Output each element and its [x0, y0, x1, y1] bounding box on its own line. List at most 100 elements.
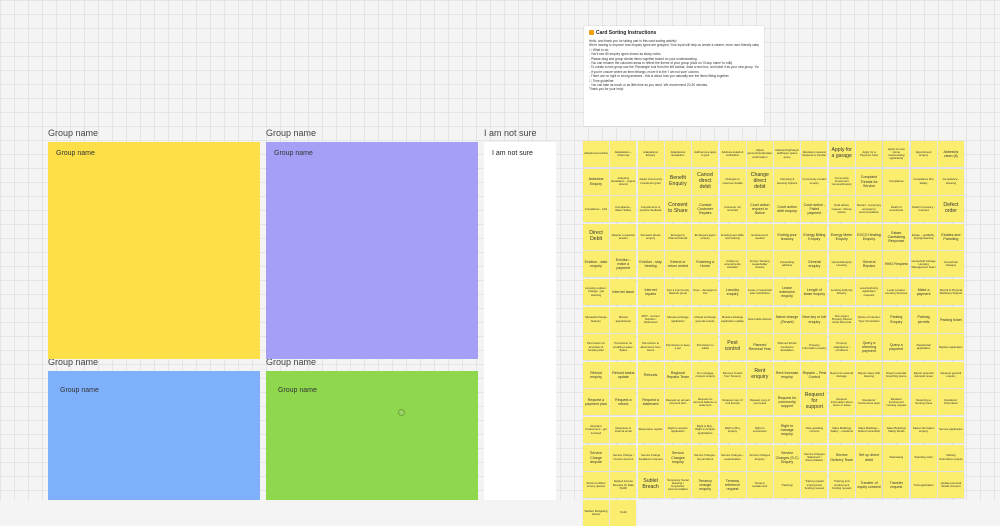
sticky-note[interactable]: Request general enquiry — [937, 361, 964, 388]
sticky-note[interactable]: Contact Customer Repairs — [692, 196, 719, 223]
sticky-note[interactable]: Reporting a housing issue — [910, 389, 937, 416]
sticky-note[interactable]: Household changes — [937, 251, 964, 278]
sticky-note[interactable]: Request information about home or lease — [828, 389, 855, 416]
group-heading[interactable]: Group name — [48, 128, 99, 138]
sticky-note[interactable]: Request a statement — [637, 389, 664, 416]
sticky-note[interactable]: Non-urgent Property Moved Asset Removal — [828, 306, 855, 333]
sticky-note[interactable]: Service Charges Enquiry — [746, 444, 773, 471]
sticky-note[interactable]: Sales Buildings – shared ownership — [856, 417, 882, 443]
sticky-note[interactable]: Court action - Failed payment — [801, 196, 828, 223]
sticky-note[interactable]: Regional Repairs Team — [664, 361, 691, 388]
sticky-note[interactable]: Compliance Fire Safety — [910, 168, 937, 195]
sticky-note[interactable]: Permission for crediting Lease / Space — [610, 334, 637, 361]
group-area-yellow[interactable]: Group name — [48, 142, 260, 359]
sticky-note[interactable]: Adjust account/recalculate/ confirmation — [746, 141, 773, 167]
group-area-title[interactable]: Group name — [60, 387, 99, 394]
sticky-note[interactable]: Cancel direct debit — [692, 168, 719, 195]
sticky-note[interactable]: Transfer request — [883, 472, 910, 499]
sticky-note[interactable]: Name change (Tenant) — [774, 306, 801, 333]
sticky-note[interactable]: Request an account balance or statement — [692, 389, 719, 416]
sticky-note[interactable]: Compliments or positive feedback — [637, 196, 664, 223]
sticky-note[interactable]: Service Charges - Ground Rent — [692, 444, 719, 471]
sticky-note[interactable]: Dispute a question answer — [610, 223, 637, 250]
sticky-note[interactable]: Service Charges enquiry — [664, 444, 691, 471]
sticky-note[interactable]: Make a payment — [910, 279, 937, 305]
sticky-note[interactable]: Responsive repairs — [637, 417, 664, 443]
sticky-note[interactable]: Parking ticket — [937, 306, 964, 333]
sticky-note[interactable]: Refund status update — [610, 361, 637, 388]
sticky-note[interactable]: Permission to sublet — [692, 334, 719, 361]
sticky-note[interactable]: Debt advice request - Money Advice — [828, 196, 855, 223]
sticky-note[interactable]: Subject Access Request for Data (SAR) — [610, 472, 637, 499]
sticky-note[interactable]: Defect order — [937, 196, 964, 223]
sticky-note[interactable]: Extend or return rented — [664, 251, 691, 278]
sticky-note[interactable]: Parking Enquiry — [883, 306, 910, 333]
sticky-note[interactable]: Report cases with Housing — [856, 361, 882, 388]
sticky-note[interactable]: Adopted highways/ staff/open space query — [774, 141, 801, 167]
sticky-note[interactable]: Repairs application — [937, 334, 964, 361]
sticky-note[interactable]: Sublet Breach — [637, 472, 664, 499]
sticky-note[interactable]: Property Information enquiry — [801, 334, 828, 361]
sticky-note[interactable]: Eviction - make a payment — [610, 251, 637, 278]
sticky-note[interactable]: Service Charge breakdown request — [637, 444, 664, 471]
sticky-note[interactable]: Housing register: Change - get Housing — [583, 279, 609, 305]
sticky-note[interactable]: Choosing & Housing Options — [774, 168, 801, 195]
sticky-note[interactable]: Safe guarding concern — [801, 417, 828, 443]
sticky-note[interactable]: Allocation reasons/ Request to transfer — [801, 141, 828, 167]
sticky-note[interactable]: Repairs – Pest Control — [801, 361, 828, 388]
sticky-note[interactable]: Lending Authority Enquiry — [828, 279, 855, 305]
sticky-note[interactable]: Death of tenant/sole — [883, 196, 910, 223]
sticky-note[interactable]: Abandoned vehicle — [583, 141, 609, 167]
sticky-note[interactable]: Permission for amenities & housing alter — [583, 334, 609, 361]
sticky-note[interactable]: Residents' information — [937, 389, 964, 416]
sticky-note[interactable]: Request copy of rent license — [719, 389, 746, 416]
sticky-note[interactable]: Ending your tenancy — [774, 223, 801, 250]
sticky-note[interactable]: Trainings — [774, 472, 801, 499]
sticky-note[interactable]: Consent to Share — [664, 196, 691, 223]
sticky-note[interactable]: Apply for a garage — [828, 141, 855, 167]
sticky-note[interactable]: Compliance - Housing — [937, 168, 964, 195]
sticky-note[interactable]: Request copy of your lease — [746, 389, 773, 416]
sticky-note[interactable]: Report an external damage — [828, 361, 855, 388]
sticky-note[interactable]: Mutual exchange application update — [719, 306, 746, 333]
group-area-title[interactable]: Group name — [274, 150, 313, 157]
sticky-note[interactable]: Right to acquire application — [664, 417, 691, 443]
sticky-note[interactable]: Pest control — [719, 334, 746, 361]
group-area-title[interactable]: Group name — [56, 150, 95, 157]
sticky-note[interactable]: Report potential breaching Home — [883, 361, 910, 388]
sticky-note[interactable]: Decant - temporary emergency accommodati… — [856, 196, 882, 223]
sticky-note[interactable]: Mutual Exchange Enquiry — [583, 306, 609, 333]
sticky-note[interactable]: Service Charge / Current account — [610, 444, 637, 471]
sticky-note[interactable]: Community Investment General Enquiry — [828, 168, 855, 195]
sticky-note[interactable]: Tenancy reference request — [719, 472, 746, 499]
instructions-card[interactable]: Card Sorting Instructions Hello, and tha… — [584, 26, 764, 126]
sticky-note[interactable]: MOT - Correct Number / Vanhouses — [637, 306, 664, 333]
sticky-note[interactable]: Transfer of equity consent — [856, 472, 882, 499]
sticky-note[interactable]: Parking permits — [910, 306, 937, 333]
sticky-note[interactable]: Adaptations Enquiry — [637, 141, 664, 167]
sticky-note[interactable]: Local Location Housing Services — [883, 279, 910, 305]
sticky-note[interactable]: Query a returning payment — [856, 334, 882, 361]
sticky-note[interactable]: Starting information enquiry — [937, 444, 964, 471]
sticky-note[interactable]: Service Charges – Leaseholders — [719, 444, 746, 471]
sticky-note[interactable]: Sales Buildings Safety Works — [883, 417, 910, 443]
sticky-note[interactable]: Compliance - Lifts — [583, 196, 609, 223]
sticky-note[interactable]: Adaptations Escalation — [664, 141, 691, 167]
sticky-note[interactable]: Request for support — [801, 389, 828, 416]
sticky-note[interactable]: Mutual exchange general enquiry — [692, 306, 719, 333]
sticky-note[interactable]: Update personal details Consent — [937, 472, 964, 499]
sticky-note[interactable]: Eviction - date enquiry — [583, 251, 609, 278]
sticky-note[interactable]: Staircasing — [883, 444, 910, 471]
sticky-note[interactable]: Apply for a Payment Card — [856, 141, 882, 167]
sticky-note[interactable]: Endorsement needed — [746, 223, 773, 250]
sticky-note[interactable]: EXCO Heating Enquiry — [856, 223, 882, 250]
sticky-note[interactable]: Lease extension enquiry — [774, 279, 801, 305]
sticky-note[interactable]: Fostering a Home — [692, 251, 719, 278]
sticky-note[interactable]: Service Charges Statement / Reconciliati… — [801, 444, 828, 471]
sticky-note[interactable]: Death in tenancy - reported — [910, 196, 937, 223]
sticky-note[interactable]: Mutual exchange application — [664, 306, 691, 333]
unsure-heading[interactable]: I am not sure — [484, 128, 537, 138]
sticky-note[interactable]: Compliance — [883, 168, 910, 195]
sticky-note[interactable]: Temporary Social Housing / Keyworker Acc… — [664, 472, 691, 499]
sticky-note[interactable]: Stock condition survey queries — [583, 472, 609, 499]
